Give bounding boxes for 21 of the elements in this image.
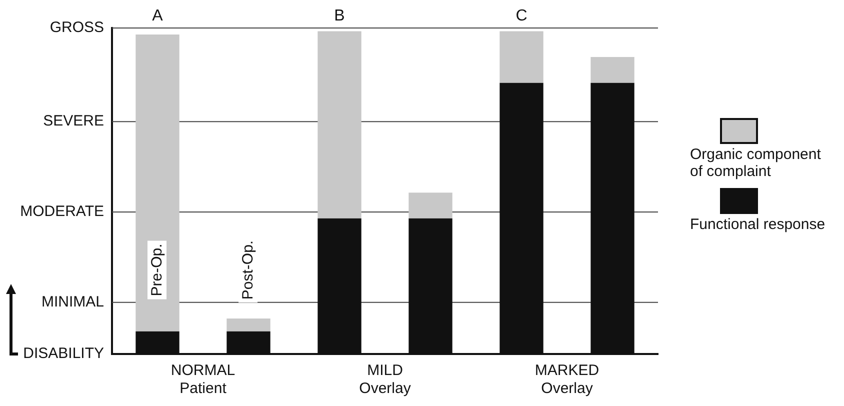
bar <box>408 192 452 218</box>
bar <box>136 34 180 332</box>
annotation: Post-Op. <box>240 240 257 300</box>
text: C <box>516 7 528 24</box>
y-axis-title: DISABILITY <box>23 345 104 362</box>
bar <box>590 57 634 83</box>
ref-line-label: SEVERE <box>43 112 104 130</box>
bar <box>318 31 362 218</box>
text: A <box>152 7 164 24</box>
text: B <box>334 7 345 24</box>
ref-line-label: GROSS <box>50 19 104 36</box>
x-tick-label: NORMAL Patient <box>170 362 236 398</box>
bar <box>226 318 270 332</box>
ref-line-label: MODERATE <box>20 203 104 220</box>
x-tick-label: MILD Overlay <box>359 362 412 398</box>
bar <box>500 31 544 83</box>
x-tick-label: MARKED Overlay <box>534 362 600 398</box>
annotation: Pre-Op. <box>148 244 166 296</box>
legend-label: Functional response <box>690 216 826 233</box>
ref-line-label: MINIMAL <box>41 293 104 310</box>
legend-label: Organic component of complaint <box>690 146 822 180</box>
